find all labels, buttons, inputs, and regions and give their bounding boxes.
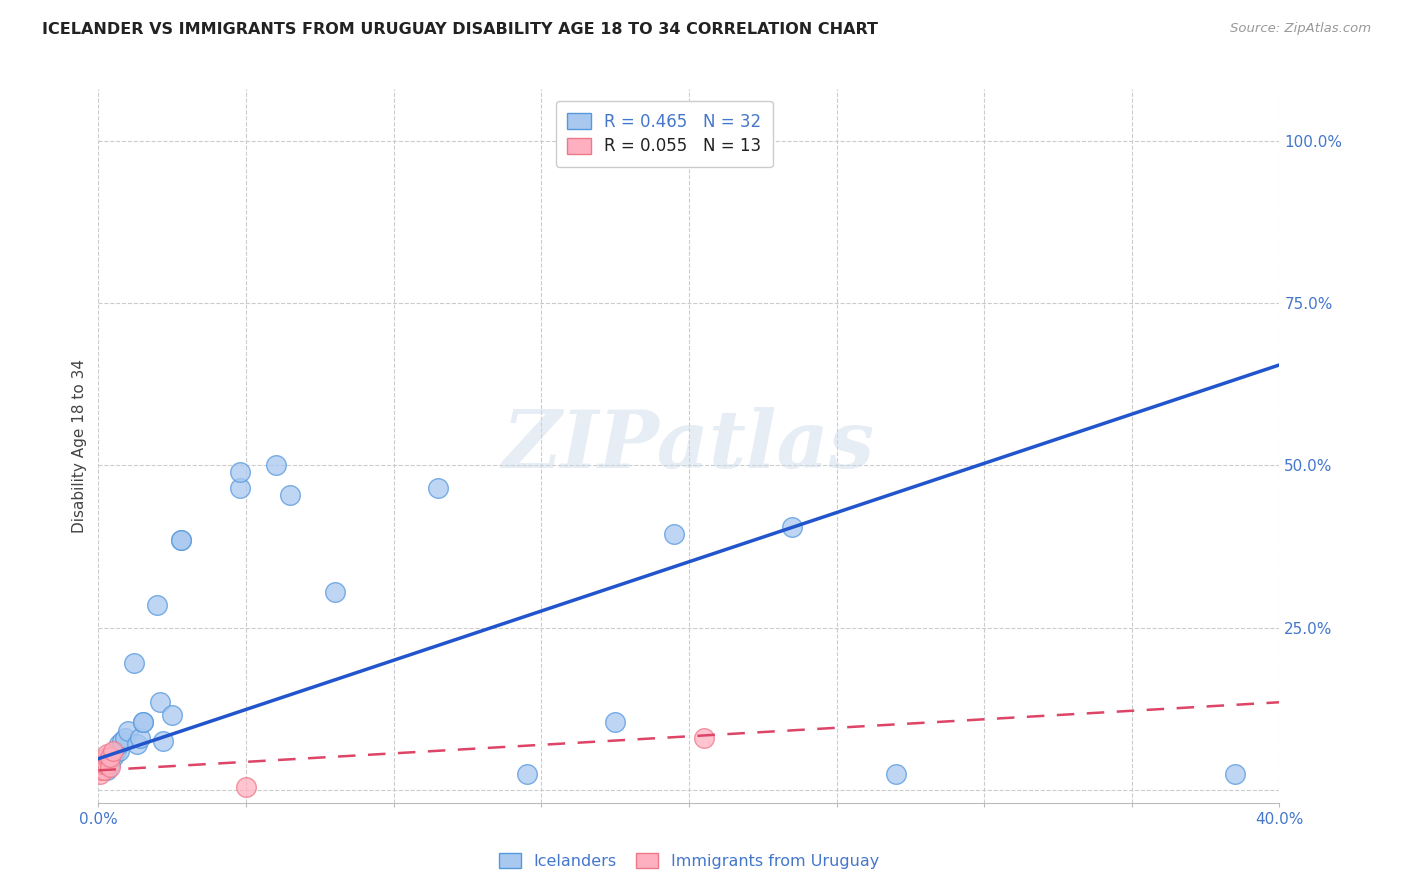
Point <box>96 750 118 764</box>
Point <box>515 766 537 780</box>
Point <box>1223 766 1246 780</box>
Point <box>111 734 134 748</box>
Point <box>125 738 148 752</box>
Point <box>122 657 145 671</box>
Point <box>170 533 193 547</box>
Point <box>693 731 716 745</box>
Point <box>162 708 183 723</box>
Point <box>90 756 112 771</box>
Legend: Icelanders, Immigrants from Uruguay: Icelanders, Immigrants from Uruguay <box>491 845 887 877</box>
Point <box>149 695 172 709</box>
Point <box>103 750 125 764</box>
Point <box>235 780 257 794</box>
Point <box>427 481 450 495</box>
Point <box>128 731 150 745</box>
Point <box>93 756 115 771</box>
Point <box>170 533 193 547</box>
Point <box>323 585 346 599</box>
Point <box>93 764 115 778</box>
Point <box>96 756 118 771</box>
Y-axis label: Disability Age 18 to 34: Disability Age 18 to 34 <box>72 359 87 533</box>
Point <box>114 731 136 745</box>
Point <box>264 458 287 473</box>
Point <box>132 714 155 729</box>
Text: ZIPatlas: ZIPatlas <box>503 408 875 484</box>
Point <box>96 747 118 761</box>
Point <box>96 764 118 778</box>
Point <box>108 744 131 758</box>
Point <box>229 465 252 479</box>
Point <box>782 520 804 534</box>
Point <box>90 764 112 778</box>
Point <box>132 714 155 729</box>
Point <box>278 488 302 502</box>
Point <box>229 481 252 495</box>
Point <box>98 756 121 771</box>
Point <box>146 598 169 612</box>
Text: ICELANDER VS IMMIGRANTS FROM URUGUAY DISABILITY AGE 18 TO 34 CORRELATION CHART: ICELANDER VS IMMIGRANTS FROM URUGUAY DIS… <box>42 22 879 37</box>
Point <box>98 760 121 774</box>
Point <box>152 734 174 748</box>
Point <box>89 766 111 780</box>
Text: Source: ZipAtlas.com: Source: ZipAtlas.com <box>1230 22 1371 36</box>
Point <box>605 714 627 729</box>
Point <box>664 526 686 541</box>
Point <box>105 744 128 758</box>
Point <box>884 766 907 780</box>
Point <box>117 724 139 739</box>
Point <box>98 750 121 764</box>
Point <box>108 738 131 752</box>
Point <box>103 744 125 758</box>
